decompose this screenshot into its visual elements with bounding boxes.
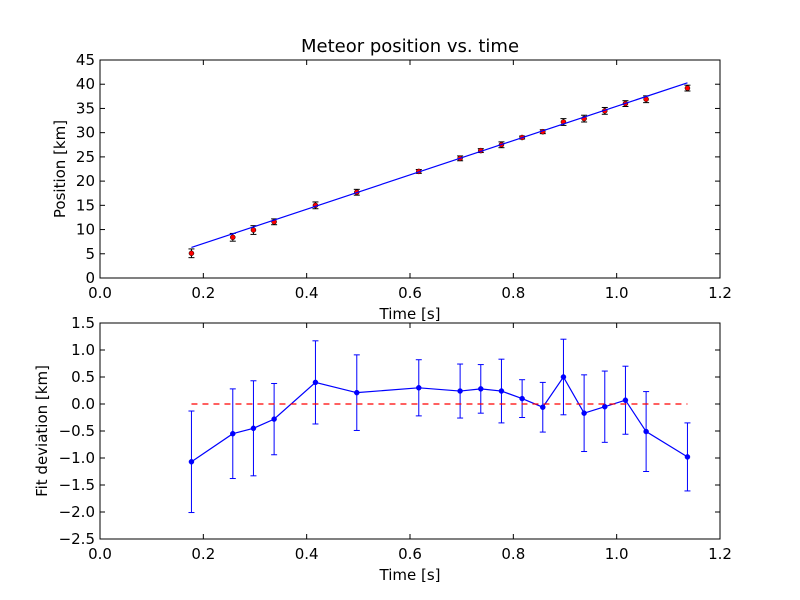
position-x-tick-label: 1.0 bbox=[605, 284, 629, 302]
data-point bbox=[684, 454, 691, 460]
data-point bbox=[230, 430, 236, 437]
deviation-x-tick-label: 1.0 bbox=[605, 545, 629, 563]
position-y-tick-label: 10 bbox=[76, 221, 95, 239]
deviation-y-tick-label: −2.0 bbox=[59, 503, 95, 521]
deviation-x-tick-label: 0.2 bbox=[191, 545, 215, 563]
position-chart-title: Meteor position vs. time bbox=[301, 36, 519, 57]
fit-line bbox=[191, 82, 688, 249]
data-point bbox=[250, 425, 257, 432]
deviation-y-tick-label: −2.5 bbox=[59, 530, 95, 548]
deviation-x-tick-label: 1.2 bbox=[708, 545, 732, 563]
position-y-tick-label: 20 bbox=[76, 172, 95, 190]
position-y-tick-label: 0 bbox=[85, 269, 95, 287]
position-chart-marks bbox=[188, 82, 691, 259]
data-point bbox=[581, 410, 587, 416]
data-point bbox=[519, 395, 525, 402]
deviation-line bbox=[191, 375, 688, 463]
deviation-y-tick-label: −0.5 bbox=[59, 422, 95, 440]
position-x-axis-label: Time [s] bbox=[379, 305, 441, 323]
deviation-chart-axes: 0.0 0.2 0.4 0.6 0.8 1.0 1.2 −2.5 −2.0 −1.5 −1.0 −0.… bbox=[59, 314, 732, 563]
data-point bbox=[498, 388, 505, 394]
data-point bbox=[188, 459, 195, 465]
deviation-x-tick-label: 0.8 bbox=[501, 545, 525, 563]
data-point bbox=[230, 234, 236, 241]
data-point bbox=[622, 397, 629, 403]
position-y-axis-label: Position [km] bbox=[51, 120, 69, 218]
position-x-tick-label: 0.4 bbox=[295, 284, 319, 302]
position-y-tick-label: 25 bbox=[76, 148, 95, 166]
deviation-y-tick-label: 0.0 bbox=[71, 395, 95, 413]
position-x-tick-label: 0.8 bbox=[501, 284, 525, 302]
data-point bbox=[560, 374, 567, 380]
data-point bbox=[540, 404, 546, 410]
data-point bbox=[602, 403, 608, 410]
position-y-tick-label: 40 bbox=[76, 75, 95, 93]
data-point bbox=[312, 379, 319, 386]
position-y-tick-label: 30 bbox=[76, 124, 95, 142]
data-point bbox=[643, 428, 649, 435]
deviation-chart-marks bbox=[188, 338, 691, 514]
deviation-x-axis-label: Time [s] bbox=[379, 566, 441, 584]
data-point bbox=[478, 386, 484, 392]
position-x-tick-label: 0.6 bbox=[398, 284, 422, 302]
deviation-x-tick-label: 0.4 bbox=[295, 545, 319, 563]
position-chart: Meteor position vs. time 0.0 0.2 0.4 0.6 0.8… bbox=[51, 36, 732, 323]
data-point bbox=[416, 385, 422, 391]
deviation-y-tick-label: 0.5 bbox=[71, 368, 95, 386]
deviation-y-tick-label: 1.0 bbox=[71, 341, 95, 359]
position-x-tick-label: 0.2 bbox=[191, 284, 215, 302]
position-y-tick-label: 15 bbox=[76, 196, 95, 214]
data-point bbox=[684, 85, 691, 91]
data-point bbox=[271, 416, 277, 422]
deviation-x-tick-label: 0.6 bbox=[398, 545, 422, 563]
position-y-tick-label: 5 bbox=[85, 245, 95, 263]
deviation-chart: 0.0 0.2 0.4 0.6 0.8 1.0 1.2 −2.5 −2.0 −1.5 −1.0 −0.… bbox=[33, 314, 732, 584]
position-x-tick-label: 1.2 bbox=[708, 284, 732, 302]
deviation-y-tick-label: 1.5 bbox=[71, 314, 95, 332]
position-x-tick-label: 0.0 bbox=[88, 284, 112, 302]
deviation-y-tick-label: −1.0 bbox=[59, 449, 95, 467]
data-point bbox=[457, 388, 463, 394]
position-chart-axes: 0.0 0.2 0.4 0.6 0.8 1.0 1.2 0 5 10 15 20 25 30 35 40 45 bbox=[76, 51, 732, 302]
deviation-y-tick-label: −1.5 bbox=[59, 476, 95, 494]
deviation-x-tick-label: 0.0 bbox=[88, 545, 112, 563]
position-y-tick-label: 45 bbox=[76, 51, 95, 69]
data-point bbox=[354, 389, 360, 396]
deviation-y-axis-label: Fit deviation [km] bbox=[33, 365, 51, 497]
data-point bbox=[188, 250, 195, 257]
data-point bbox=[250, 227, 257, 233]
position-y-tick-label: 35 bbox=[76, 99, 95, 117]
